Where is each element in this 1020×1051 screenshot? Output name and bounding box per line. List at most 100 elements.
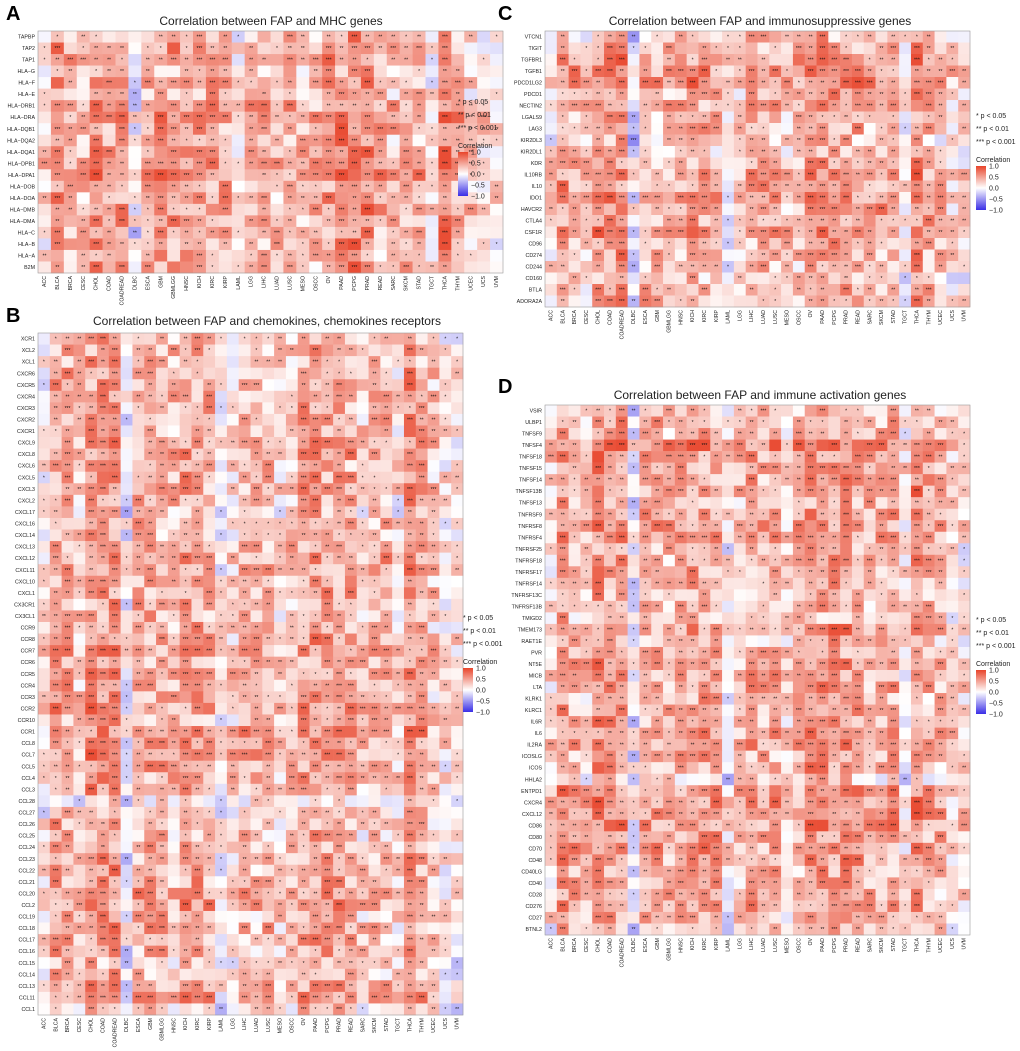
heatmap-cell bbox=[38, 344, 51, 357]
heatmap-cell bbox=[132, 425, 145, 438]
significance-mark: * bbox=[149, 556, 151, 562]
heatmap-cell bbox=[132, 356, 145, 368]
significance-mark: ** bbox=[420, 787, 424, 793]
heatmap-cell bbox=[477, 65, 491, 78]
significance-mark: ** bbox=[249, 196, 253, 202]
heatmap-cell bbox=[451, 494, 464, 507]
significance-mark: * bbox=[90, 949, 92, 955]
heatmap-cell bbox=[120, 494, 133, 507]
significance-mark: * bbox=[267, 695, 269, 701]
significance-mark: * bbox=[43, 383, 45, 389]
significance-mark: *** bbox=[88, 487, 94, 493]
significance-mark: * bbox=[315, 150, 317, 156]
row-label: CCL27 bbox=[19, 811, 36, 817]
significance-mark: ** bbox=[77, 337, 81, 343]
significance-mark: ** bbox=[353, 127, 357, 133]
significance-mark: ** bbox=[66, 926, 70, 932]
heatmap-cell bbox=[309, 437, 322, 449]
significance-mark: * bbox=[126, 764, 128, 770]
heatmap-cell bbox=[73, 1003, 86, 1016]
significance-mark: * bbox=[220, 730, 222, 736]
significance-mark: ** bbox=[325, 683, 329, 689]
significance-mark: * bbox=[208, 626, 210, 632]
heatmap-cell bbox=[85, 471, 98, 484]
significance-mark: *** bbox=[313, 417, 319, 423]
significance-mark: * bbox=[456, 753, 458, 759]
heatmap-cell bbox=[38, 146, 52, 159]
heatmap-cell bbox=[403, 783, 417, 796]
heatmap-cell bbox=[399, 203, 413, 216]
significance-mark: * bbox=[350, 487, 352, 493]
significance-mark: * bbox=[362, 533, 364, 539]
significance-mark: *** bbox=[301, 706, 307, 712]
significance-mark: *** bbox=[348, 753, 354, 759]
significance-mark: ** bbox=[43, 150, 47, 156]
significance-mark: ** bbox=[54, 417, 58, 423]
heatmap-cell bbox=[61, 853, 74, 866]
significance-mark: *** bbox=[431, 568, 437, 574]
heatmap-cell bbox=[477, 215, 491, 228]
significance-mark: *** bbox=[300, 173, 306, 179]
row-label: CXCL14 bbox=[15, 533, 35, 539]
significance-mark: ** bbox=[455, 568, 459, 574]
heatmap-cell bbox=[76, 134, 90, 147]
significance-mark: *** bbox=[364, 196, 370, 202]
significance-mark: * bbox=[224, 92, 226, 98]
significance-mark: ** bbox=[314, 69, 318, 75]
significance-mark: *** bbox=[301, 406, 307, 412]
heatmap-cell bbox=[226, 506, 239, 519]
heatmap-cell bbox=[464, 88, 478, 101]
heatmap-cell bbox=[262, 460, 275, 473]
significance-mark: ** bbox=[77, 487, 81, 493]
significance-mark: *** bbox=[53, 383, 59, 389]
heatmap-cell bbox=[425, 215, 439, 228]
significance-mark: ** bbox=[325, 995, 329, 1001]
significance-mark: ** bbox=[249, 242, 253, 248]
significance-mark: *** bbox=[289, 787, 295, 793]
significance-mark: ** bbox=[94, 92, 98, 98]
heatmap-cell bbox=[344, 876, 358, 889]
heatmap-cell bbox=[167, 818, 180, 831]
significance-mark: * bbox=[255, 417, 257, 423]
significance-mark: ** bbox=[327, 92, 331, 98]
significance-mark: ** bbox=[290, 556, 294, 562]
significance-mark: ** bbox=[68, 81, 72, 87]
significance-mark: *** bbox=[274, 161, 280, 167]
heatmap-cell bbox=[439, 633, 452, 646]
heatmap-cell bbox=[73, 333, 86, 345]
heatmap-cell bbox=[425, 238, 439, 251]
heatmap-cell bbox=[415, 390, 428, 403]
heatmap-cell bbox=[167, 471, 180, 484]
heatmap-cell bbox=[392, 471, 405, 484]
heatmap-cell bbox=[97, 460, 110, 473]
heatmap-cell bbox=[257, 134, 271, 147]
significance-mark: *** bbox=[112, 614, 118, 620]
significance-mark: * bbox=[161, 718, 163, 724]
heatmap-cell bbox=[226, 541, 239, 553]
significance-mark: * bbox=[126, 718, 128, 724]
significance-mark: * bbox=[379, 219, 381, 225]
heatmap-cell bbox=[179, 413, 192, 426]
heatmap-cell bbox=[167, 587, 180, 600]
significance-mark: *** bbox=[53, 556, 59, 562]
significance-mark: *** bbox=[100, 753, 106, 759]
significance-mark: *** bbox=[301, 371, 307, 377]
significance-mark: * bbox=[244, 533, 246, 539]
significance-mark: ** bbox=[66, 533, 70, 539]
significance-mark: * bbox=[134, 196, 136, 202]
heatmap-cell bbox=[490, 123, 504, 136]
heatmap-cell bbox=[108, 841, 121, 854]
heatmap-cell bbox=[38, 390, 51, 403]
significance-mark: ** bbox=[254, 452, 258, 458]
column-label: READ bbox=[348, 1018, 354, 1033]
significance-mark: *** bbox=[289, 545, 295, 551]
heatmap-cell bbox=[451, 249, 465, 262]
heatmap-cell bbox=[244, 238, 258, 251]
significance-mark: *** bbox=[147, 371, 153, 377]
heatmap-cell bbox=[427, 621, 440, 634]
significance-mark: * bbox=[392, 230, 394, 236]
significance-mark: *** bbox=[171, 764, 177, 770]
heatmap-cell bbox=[415, 968, 428, 981]
significance-mark: ** bbox=[420, 938, 424, 944]
significance-mark: ** bbox=[262, 173, 266, 179]
